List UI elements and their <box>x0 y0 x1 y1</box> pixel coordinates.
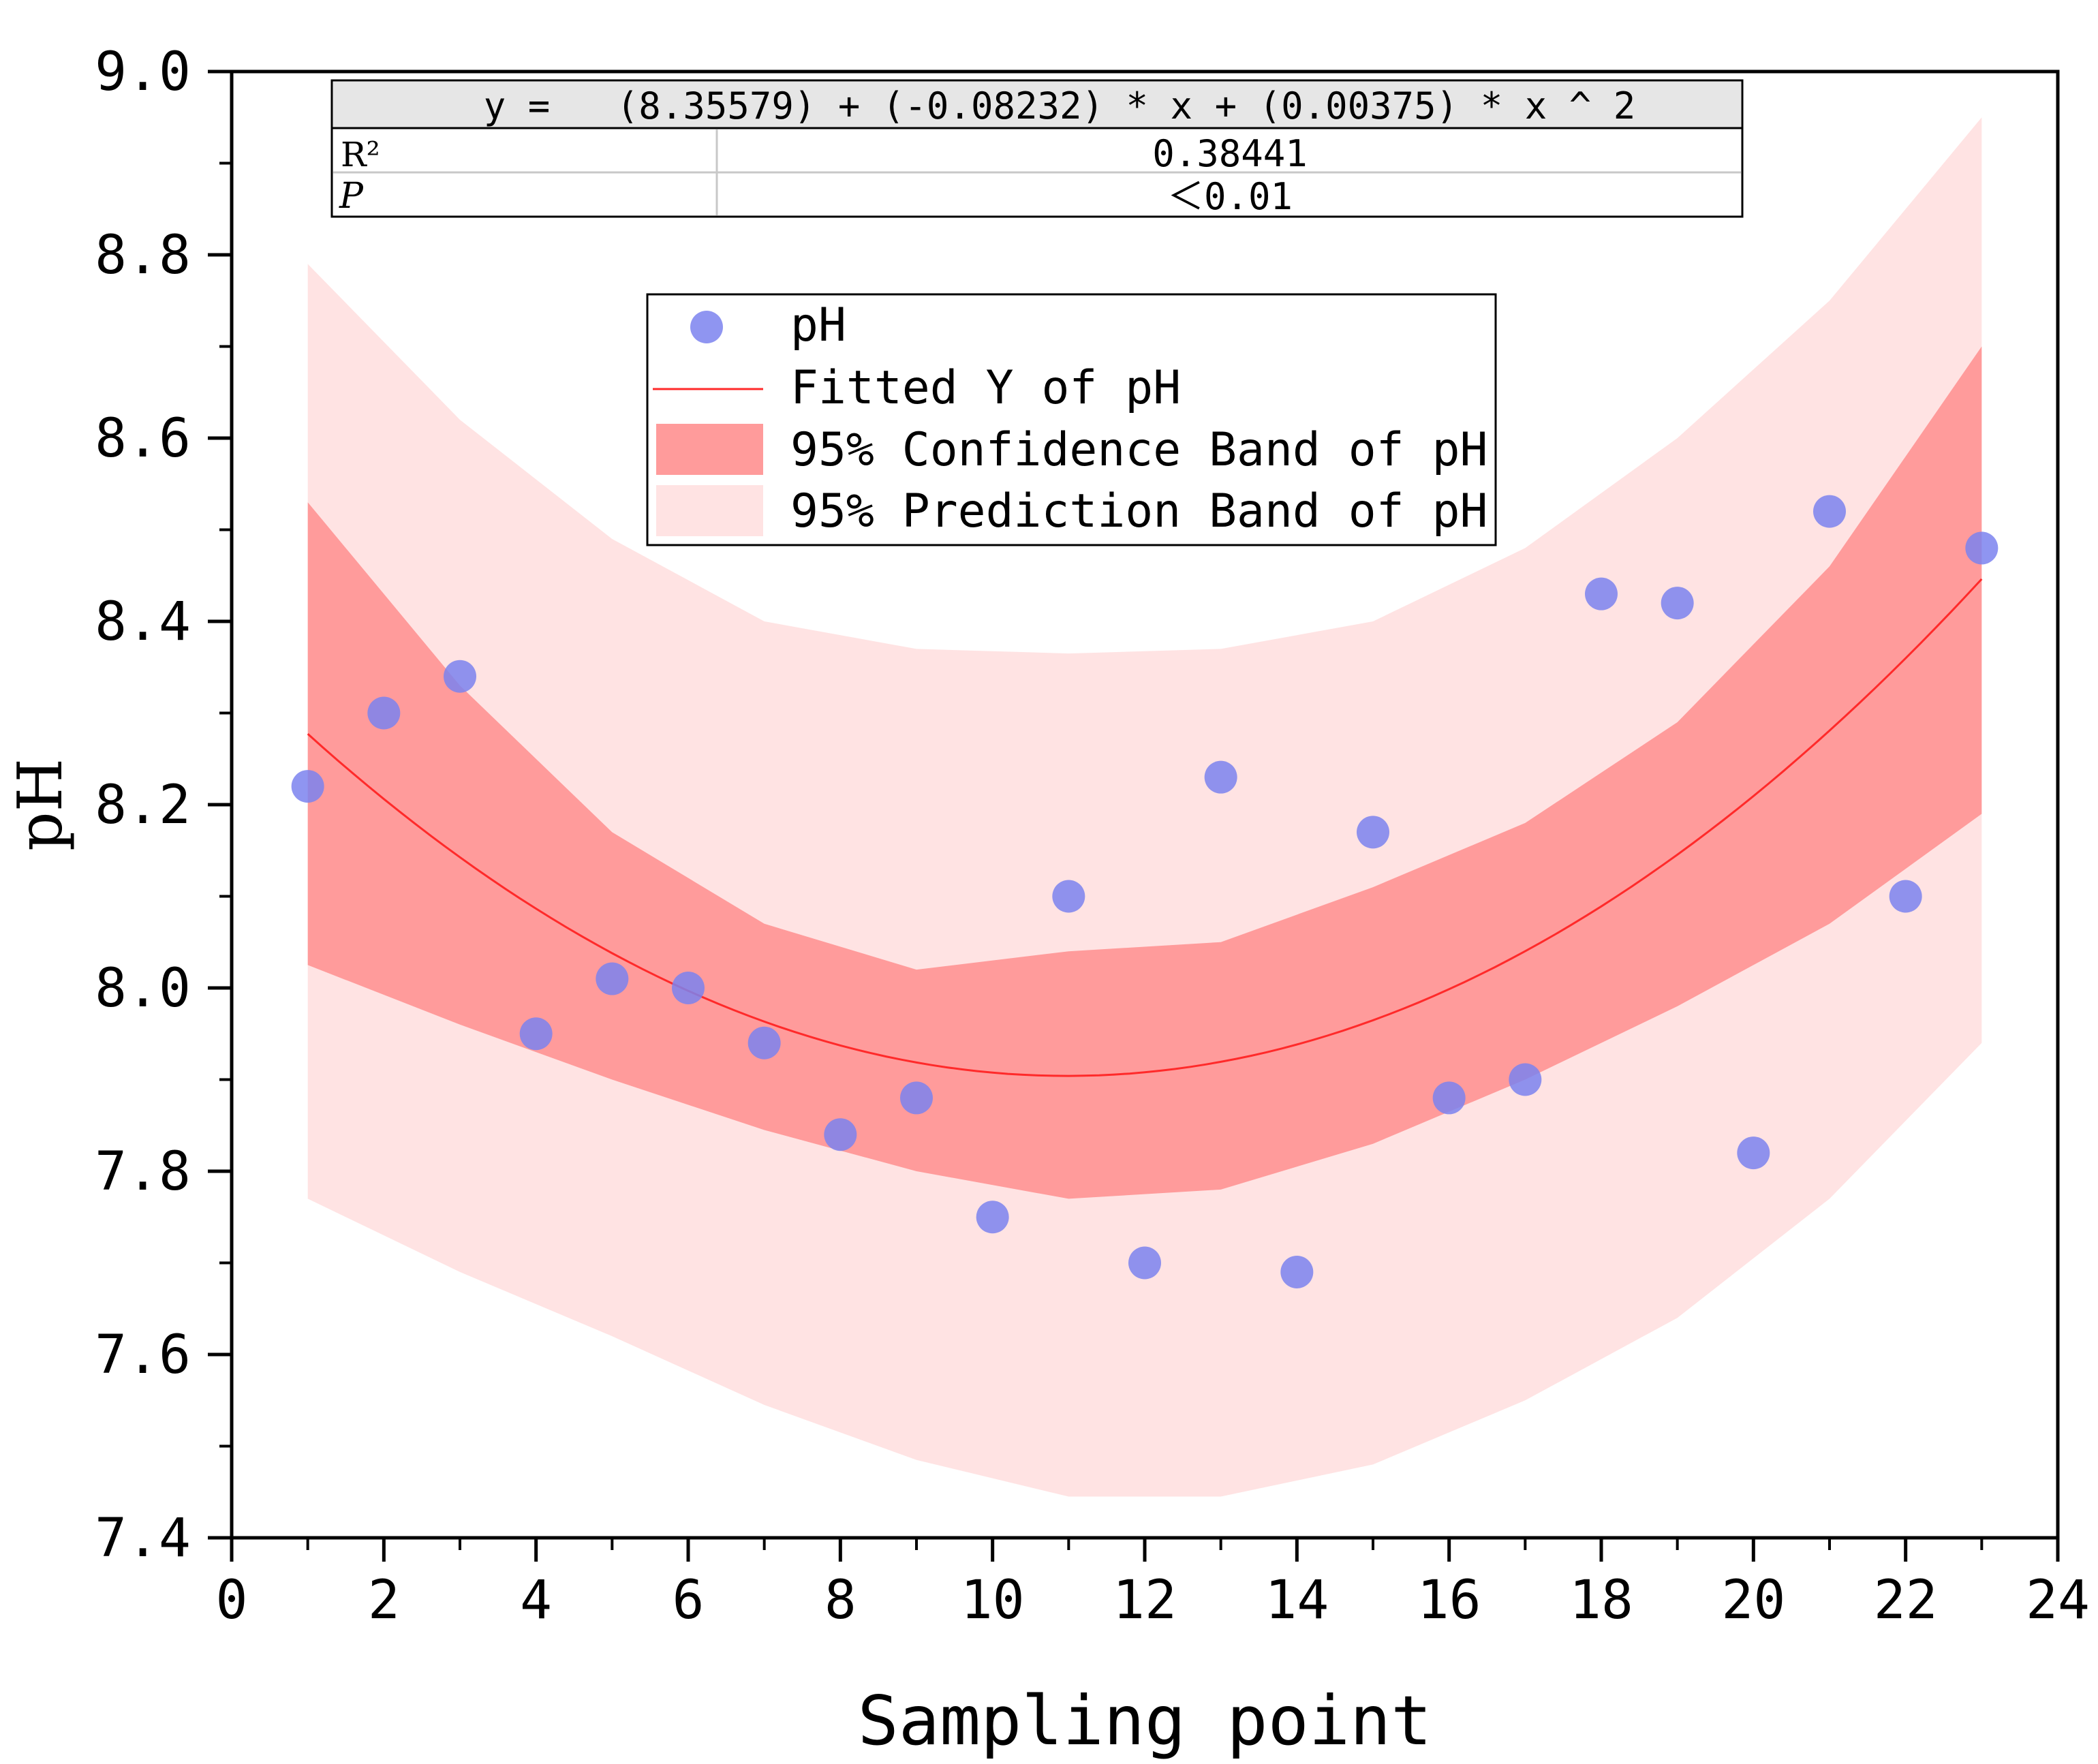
stats-table-header <box>333 82 1741 128</box>
legend-label-confidence: 95% Confidence Band of pH <box>790 423 1488 477</box>
x-tick-label: 0 <box>216 1570 248 1631</box>
data-point <box>291 770 324 803</box>
x-axis-title: Sampling point <box>858 1681 1432 1761</box>
x-tick-label: 22 <box>1874 1570 1938 1631</box>
y-tick-label: 8.4 <box>95 591 191 653</box>
legend-label-points: pH <box>790 298 846 352</box>
r-squared-label: R² <box>341 135 380 174</box>
y-tick-label: 7.6 <box>95 1325 191 1386</box>
y-tick-label: 7.4 <box>95 1508 191 1569</box>
confidence-band <box>307 346 1982 1199</box>
legend: pH Fitted Y of pH 95% Confidence Band of… <box>646 293 1497 546</box>
legend-label-prediction: 95% Prediction Band of pH <box>790 484 1488 538</box>
data-point <box>1585 577 1618 610</box>
data-point <box>1661 587 1694 620</box>
x-tick-label: 10 <box>961 1570 1025 1631</box>
data-point <box>1737 1136 1770 1170</box>
y-tick-label: 8.8 <box>95 225 191 286</box>
bands-layer <box>307 117 1982 1497</box>
y-tick-label: 9.0 <box>95 42 191 103</box>
data-point <box>1128 1246 1161 1280</box>
data-point <box>900 1081 933 1115</box>
data-point <box>1889 880 1922 913</box>
data-point <box>1965 531 1999 565</box>
x-tick-label: 18 <box>1569 1570 1633 1631</box>
data-point <box>1357 816 1389 849</box>
x-tick-label: 20 <box>1721 1570 1785 1631</box>
y-axis-title: pH <box>5 758 76 851</box>
fitted-line <box>307 578 1983 1077</box>
y-tick-label: 8.0 <box>95 958 191 1019</box>
data-point <box>1432 1081 1466 1115</box>
data-point <box>672 972 705 1004</box>
prediction-band <box>307 117 1982 1497</box>
y-tick-label: 8.6 <box>95 408 191 469</box>
data-point <box>519 1017 553 1051</box>
data-point <box>444 660 476 693</box>
data-point <box>976 1201 1009 1234</box>
x-tick-label: 2 <box>368 1570 400 1631</box>
points-layer <box>291 495 1999 1288</box>
x-tick-label: 4 <box>520 1570 552 1631</box>
data-point <box>747 1026 781 1059</box>
equation-text: y = (8.35579) + (-0.08232) * x + (0.0037… <box>484 84 1636 127</box>
legend-swatch-points <box>690 311 723 343</box>
data-point <box>596 962 629 995</box>
legend-frame <box>646 293 1497 546</box>
legend-label-fitted: Fitted Y of pH <box>790 361 1181 415</box>
r-squared-value: 0.38441 <box>1152 132 1308 175</box>
data-point <box>1813 495 1846 528</box>
data-point <box>824 1118 857 1151</box>
y-axis-ticks: 7.4 7.6 7.8 8.0 8.2 8.4 8.6 8.8 9.0 <box>95 42 232 1569</box>
x-tick-label: 8 <box>824 1570 857 1631</box>
x-tick-label: 6 <box>673 1570 705 1631</box>
legend-swatch-prediction-band <box>656 485 763 536</box>
data-point <box>1204 760 1237 794</box>
data-point <box>1280 1255 1314 1288</box>
data-point <box>1052 880 1085 913</box>
p-label: P <box>339 176 364 217</box>
x-axis-ticks: 0 2 4 6 8 10 12 14 16 18 20 22 24 <box>216 1538 2090 1631</box>
y-tick-label: 8.2 <box>95 775 191 836</box>
x-tick-label: 16 <box>1417 1570 1481 1631</box>
legend-swatch-confidence-band <box>656 424 763 475</box>
data-point <box>1509 1063 1542 1096</box>
x-tick-label: 12 <box>1113 1570 1177 1631</box>
stats-table: y = (8.35579) + (-0.08232) * x + (0.0037… <box>330 79 1744 218</box>
x-tick-label: 24 <box>2026 1570 2090 1631</box>
p-value: ＜0.01 <box>1167 175 1293 218</box>
y-tick-label: 7.8 <box>95 1141 191 1203</box>
x-tick-label: 14 <box>1265 1570 1329 1631</box>
data-point <box>367 696 401 730</box>
